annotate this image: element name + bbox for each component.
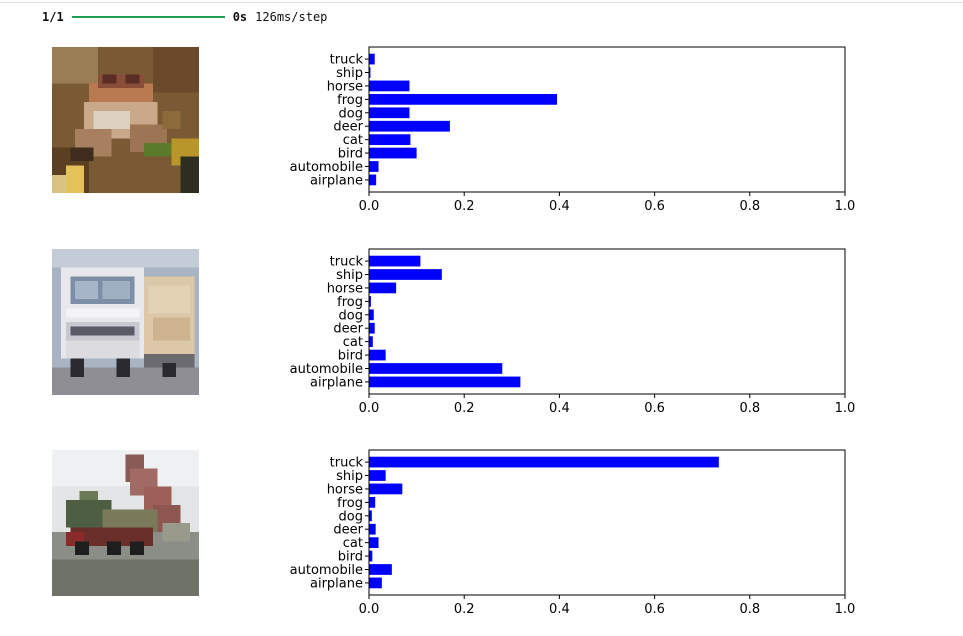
- ytick-label-truck: truck: [330, 456, 364, 471]
- axes-frame: [368, 46, 846, 193]
- prediction-chart-3: airplane automobile bird cat deer dog frog hors…: [270, 443, 870, 628]
- bar-ship: [369, 67, 371, 78]
- progress-step: 1/1: [42, 10, 64, 24]
- ytick-label-ship: ship: [336, 469, 363, 484]
- bar-bird: [369, 147, 417, 159]
- bar-frog: [369, 93, 558, 105]
- bar-dog: [369, 309, 374, 321]
- xtick-label: 0.8: [739, 199, 760, 214]
- xtick-label: 0.4: [549, 199, 570, 214]
- xtick-label: 0.2: [454, 199, 475, 214]
- xtick-label: 0.4: [549, 401, 570, 416]
- ytick-label-deer: deer: [333, 523, 363, 538]
- bar-deer: [369, 523, 376, 535]
- bar-frog: [369, 295, 371, 307]
- ytick-label-ship: ship: [336, 268, 363, 283]
- bar-dog: [369, 107, 410, 119]
- bar-dog: [369, 510, 372, 522]
- axes-frame: [368, 248, 846, 395]
- bar-bird: [369, 349, 386, 361]
- bar-deer: [369, 322, 375, 334]
- xtick-label: 0.0: [359, 199, 380, 214]
- bar-truck: [369, 255, 421, 267]
- ytick-label-frog: frog: [337, 93, 363, 108]
- ytick-label-frog: frog: [337, 496, 363, 511]
- ytick-label-deer: deer: [333, 322, 363, 337]
- truck-image: [52, 249, 199, 395]
- xtick-label: 1.0: [835, 401, 856, 416]
- bar-truck: [369, 456, 719, 468]
- axes-frame: [368, 449, 846, 596]
- ytick-label-airplane: airplane: [310, 576, 363, 591]
- prediction-chart-2: airplane automobile bird cat deer dog frog hors…: [270, 242, 870, 427]
- ytick-label-bird: bird: [338, 550, 363, 565]
- ytick-label-cat: cat: [343, 335, 363, 350]
- progress-time: 0s: [232, 10, 248, 24]
- ytick-label-bird: bird: [338, 147, 363, 162]
- bar-bird: [369, 550, 373, 562]
- ytick-label-automobile: automobile: [290, 362, 363, 377]
- ytick-label-truck: truck: [330, 53, 364, 68]
- ytick-label-dog: dog: [339, 308, 363, 323]
- keras-progress-line: 1/1 0s 126ms/step: [42, 9, 327, 25]
- ytick-label-cat: cat: [343, 133, 363, 148]
- ytick-label-airplane: airplane: [310, 375, 363, 390]
- bar-cat: [369, 134, 411, 146]
- bar-truck: [369, 53, 375, 65]
- bar-automobile: [369, 161, 379, 172]
- bar-airplane: [369, 174, 377, 186]
- xtick-label: 0.8: [739, 602, 760, 617]
- xtick-label: 0.4: [549, 602, 570, 617]
- progress-bar: [71, 16, 225, 18]
- ytick-label-automobile: automobile: [290, 160, 363, 175]
- bar-ship: [369, 470, 386, 481]
- bar-deer: [369, 120, 450, 132]
- bar-automobile: [369, 363, 503, 374]
- xtick-label: 0.2: [454, 401, 475, 416]
- bar-airplane: [369, 376, 521, 388]
- bar-automobile: [369, 564, 392, 575]
- bar-frog: [369, 496, 376, 508]
- ytick-label-ship: ship: [336, 66, 363, 81]
- bar-cat: [369, 537, 379, 549]
- bar-airplane: [369, 577, 382, 589]
- bar-cat: [369, 336, 373, 348]
- ytick-label-truck: truck: [330, 255, 364, 270]
- xtick-label: 1.0: [835, 602, 856, 617]
- ytick-label-dog: dog: [339, 106, 363, 121]
- bar-ship: [369, 269, 442, 280]
- progress-rate: 126ms/step: [255, 10, 328, 24]
- output-divider: [0, 2, 963, 3]
- bar-horse: [369, 80, 410, 92]
- xtick-label: 0.6: [644, 199, 665, 214]
- ytick-label-cat: cat: [343, 536, 363, 551]
- xtick-label: 0.6: [644, 602, 665, 617]
- bar-horse: [369, 483, 403, 495]
- xtick-label: 0.8: [739, 401, 760, 416]
- xtick-label: 0.0: [359, 401, 380, 416]
- xtick-label: 1.0: [835, 199, 856, 214]
- frog-image: [52, 47, 199, 193]
- dump-truck-image: [52, 450, 199, 596]
- ytick-label-bird: bird: [338, 349, 363, 364]
- ytick-label-horse: horse: [327, 482, 363, 497]
- ytick-label-horse: horse: [327, 281, 363, 296]
- ytick-label-automobile: automobile: [290, 563, 363, 578]
- ytick-label-dog: dog: [339, 509, 363, 524]
- ytick-label-frog: frog: [337, 295, 363, 310]
- ytick-label-deer: deer: [333, 120, 363, 135]
- prediction-chart-1: airplane automobile bird cat deer dog frog hors…: [270, 40, 870, 225]
- bar-horse: [369, 282, 397, 294]
- ytick-label-airplane: airplane: [310, 173, 363, 188]
- xtick-label: 0.2: [454, 602, 475, 617]
- ytick-label-horse: horse: [327, 79, 363, 94]
- xtick-label: 0.0: [359, 602, 380, 617]
- xtick-label: 0.6: [644, 401, 665, 416]
